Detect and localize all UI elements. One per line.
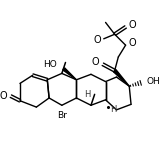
Text: O: O: [93, 35, 101, 45]
Text: O: O: [0, 91, 7, 101]
Text: H: H: [84, 90, 90, 99]
Text: OH: OH: [147, 77, 160, 86]
Polygon shape: [63, 68, 76, 80]
Text: O: O: [92, 57, 99, 66]
Text: HO: HO: [43, 60, 57, 69]
Text: O: O: [128, 20, 136, 30]
Polygon shape: [114, 70, 129, 86]
Text: H: H: [110, 105, 117, 114]
Text: O: O: [128, 38, 136, 48]
Text: Br: Br: [57, 111, 67, 120]
